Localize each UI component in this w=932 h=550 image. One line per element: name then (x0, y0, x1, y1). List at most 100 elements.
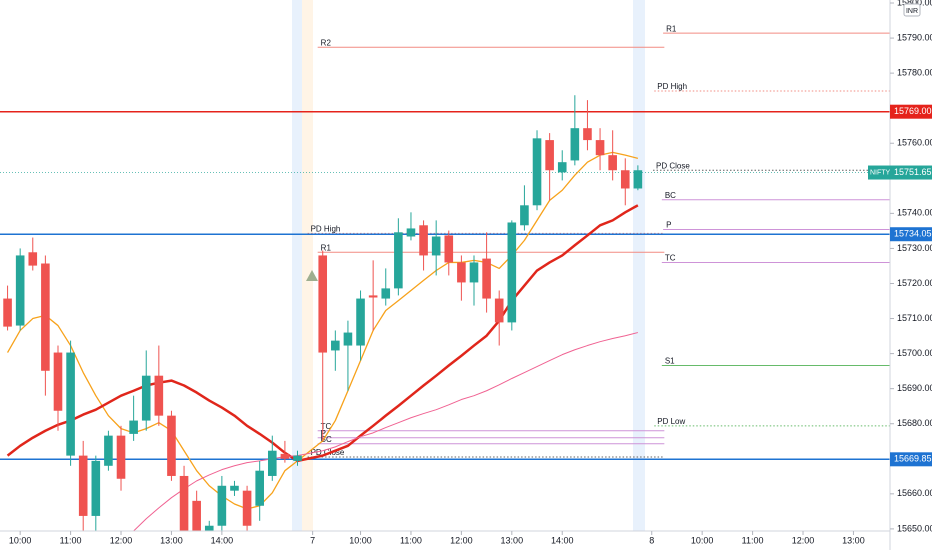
x-tick-label: 10:00 (349, 535, 372, 545)
y-tick-label: 15650.00 (897, 523, 932, 533)
level-label: R1 (666, 24, 677, 33)
candle-body (368, 295, 378, 298)
candle-body (267, 450, 277, 476)
candle-body (507, 222, 517, 323)
candle-body (129, 420, 138, 434)
price-badge (890, 227, 932, 242)
candle-body (154, 375, 164, 416)
level-label: S1 (665, 357, 675, 366)
x-tick-label: 10:00 (9, 535, 32, 545)
candle-body (53, 352, 63, 411)
currency: INR (906, 8, 918, 15)
candle-body (3, 298, 12, 327)
candle-body (633, 170, 643, 189)
candle-body (78, 455, 88, 516)
candle-body (230, 485, 239, 491)
candle-body (494, 298, 504, 323)
x-tick-label: 12:00 (450, 535, 473, 545)
y-tick-label: 15780.00 (897, 68, 932, 78)
candle-body (444, 235, 454, 263)
candle-body (242, 490, 252, 526)
candle-body (331, 340, 340, 351)
candle-body (532, 138, 542, 206)
candle-body (204, 525, 214, 531)
candle-body (66, 352, 75, 456)
x-tick-label: 13:00 (842, 535, 865, 545)
y-tick-label: 15740.00 (897, 208, 932, 218)
currency-box[interactable] (903, 3, 921, 17)
x-tick-label: 10:00 (691, 535, 714, 545)
y-tick-label: 15730.00 (897, 243, 932, 253)
candle-body (217, 485, 227, 526)
candle-body (394, 232, 403, 289)
x-tick-label: 8 (649, 535, 654, 545)
y-tick-label: 15680.00 (897, 418, 932, 428)
y-tick-label: 15660.00 (897, 488, 932, 498)
session-band (633, 0, 645, 531)
y-tick-label: 15710.00 (897, 313, 932, 323)
candle-body (167, 415, 176, 476)
candle-body (343, 332, 353, 346)
candle-body (318, 255, 328, 353)
candle-body (482, 258, 491, 299)
candle-body (381, 288, 391, 299)
level-label: PD Low (657, 417, 685, 426)
candle-body (104, 435, 113, 466)
candle-body (28, 252, 38, 266)
session-band (292, 0, 302, 531)
level-label: R2 (321, 38, 332, 47)
level-label: R1 (321, 243, 332, 252)
x-tick-label: 13:00 (501, 535, 524, 545)
x-tick-label: 11:00 (60, 535, 82, 545)
level-label: PD High (657, 82, 687, 91)
candle-body (41, 263, 50, 371)
candle-body (595, 140, 605, 156)
y-tick-label: 15700.00 (897, 348, 932, 358)
price-badge-label: 15669.85 (894, 454, 932, 464)
candle-body (280, 453, 290, 459)
candle-body (293, 455, 302, 461)
price-badge-label: 15769.00 (894, 106, 932, 116)
y-tick-label: 15690.00 (897, 383, 932, 393)
price-badge (890, 104, 932, 119)
candle-body (15, 255, 25, 326)
y-tick-label: 15760.00 (897, 138, 932, 148)
x-tick-label: 13:00 (160, 535, 183, 545)
candle-body (419, 225, 428, 256)
candle-body (431, 236, 441, 256)
level-label: PD Close (656, 161, 690, 170)
level-label: PD High (311, 224, 341, 233)
candle-body (141, 375, 151, 421)
moving-average (133, 332, 639, 531)
candle-body (545, 140, 554, 171)
level-label: P (321, 429, 326, 438)
candle-body (520, 205, 529, 226)
candle-body (356, 298, 365, 346)
candle-body (192, 500, 201, 531)
moving-average (6, 204, 639, 463)
x-tick-label: 14:00 (551, 535, 574, 545)
candle-body (457, 262, 466, 283)
price-badge (890, 165, 932, 180)
level-label: BC (665, 191, 676, 200)
x-tick-label: 11:00 (400, 535, 422, 545)
price-badge-label: 15751.65 (894, 167, 932, 177)
candle-body (557, 162, 567, 173)
x-tick-label: 12:00 (110, 535, 133, 545)
x-tick-label: 7 (310, 535, 315, 545)
y-tick-label: 15720.00 (897, 278, 932, 288)
signal-marker (306, 270, 318, 281)
symbol-label: NIFTY (870, 169, 891, 176)
candle-body (91, 460, 101, 516)
candle-body (179, 475, 189, 531)
candle-body (116, 435, 126, 479)
level-label: P (666, 221, 671, 230)
candle-body (406, 228, 416, 237)
level-label: TC (321, 422, 332, 431)
moving-average (6, 151, 639, 510)
candle-body (469, 262, 479, 283)
x-tick-label: 11:00 (742, 535, 764, 545)
